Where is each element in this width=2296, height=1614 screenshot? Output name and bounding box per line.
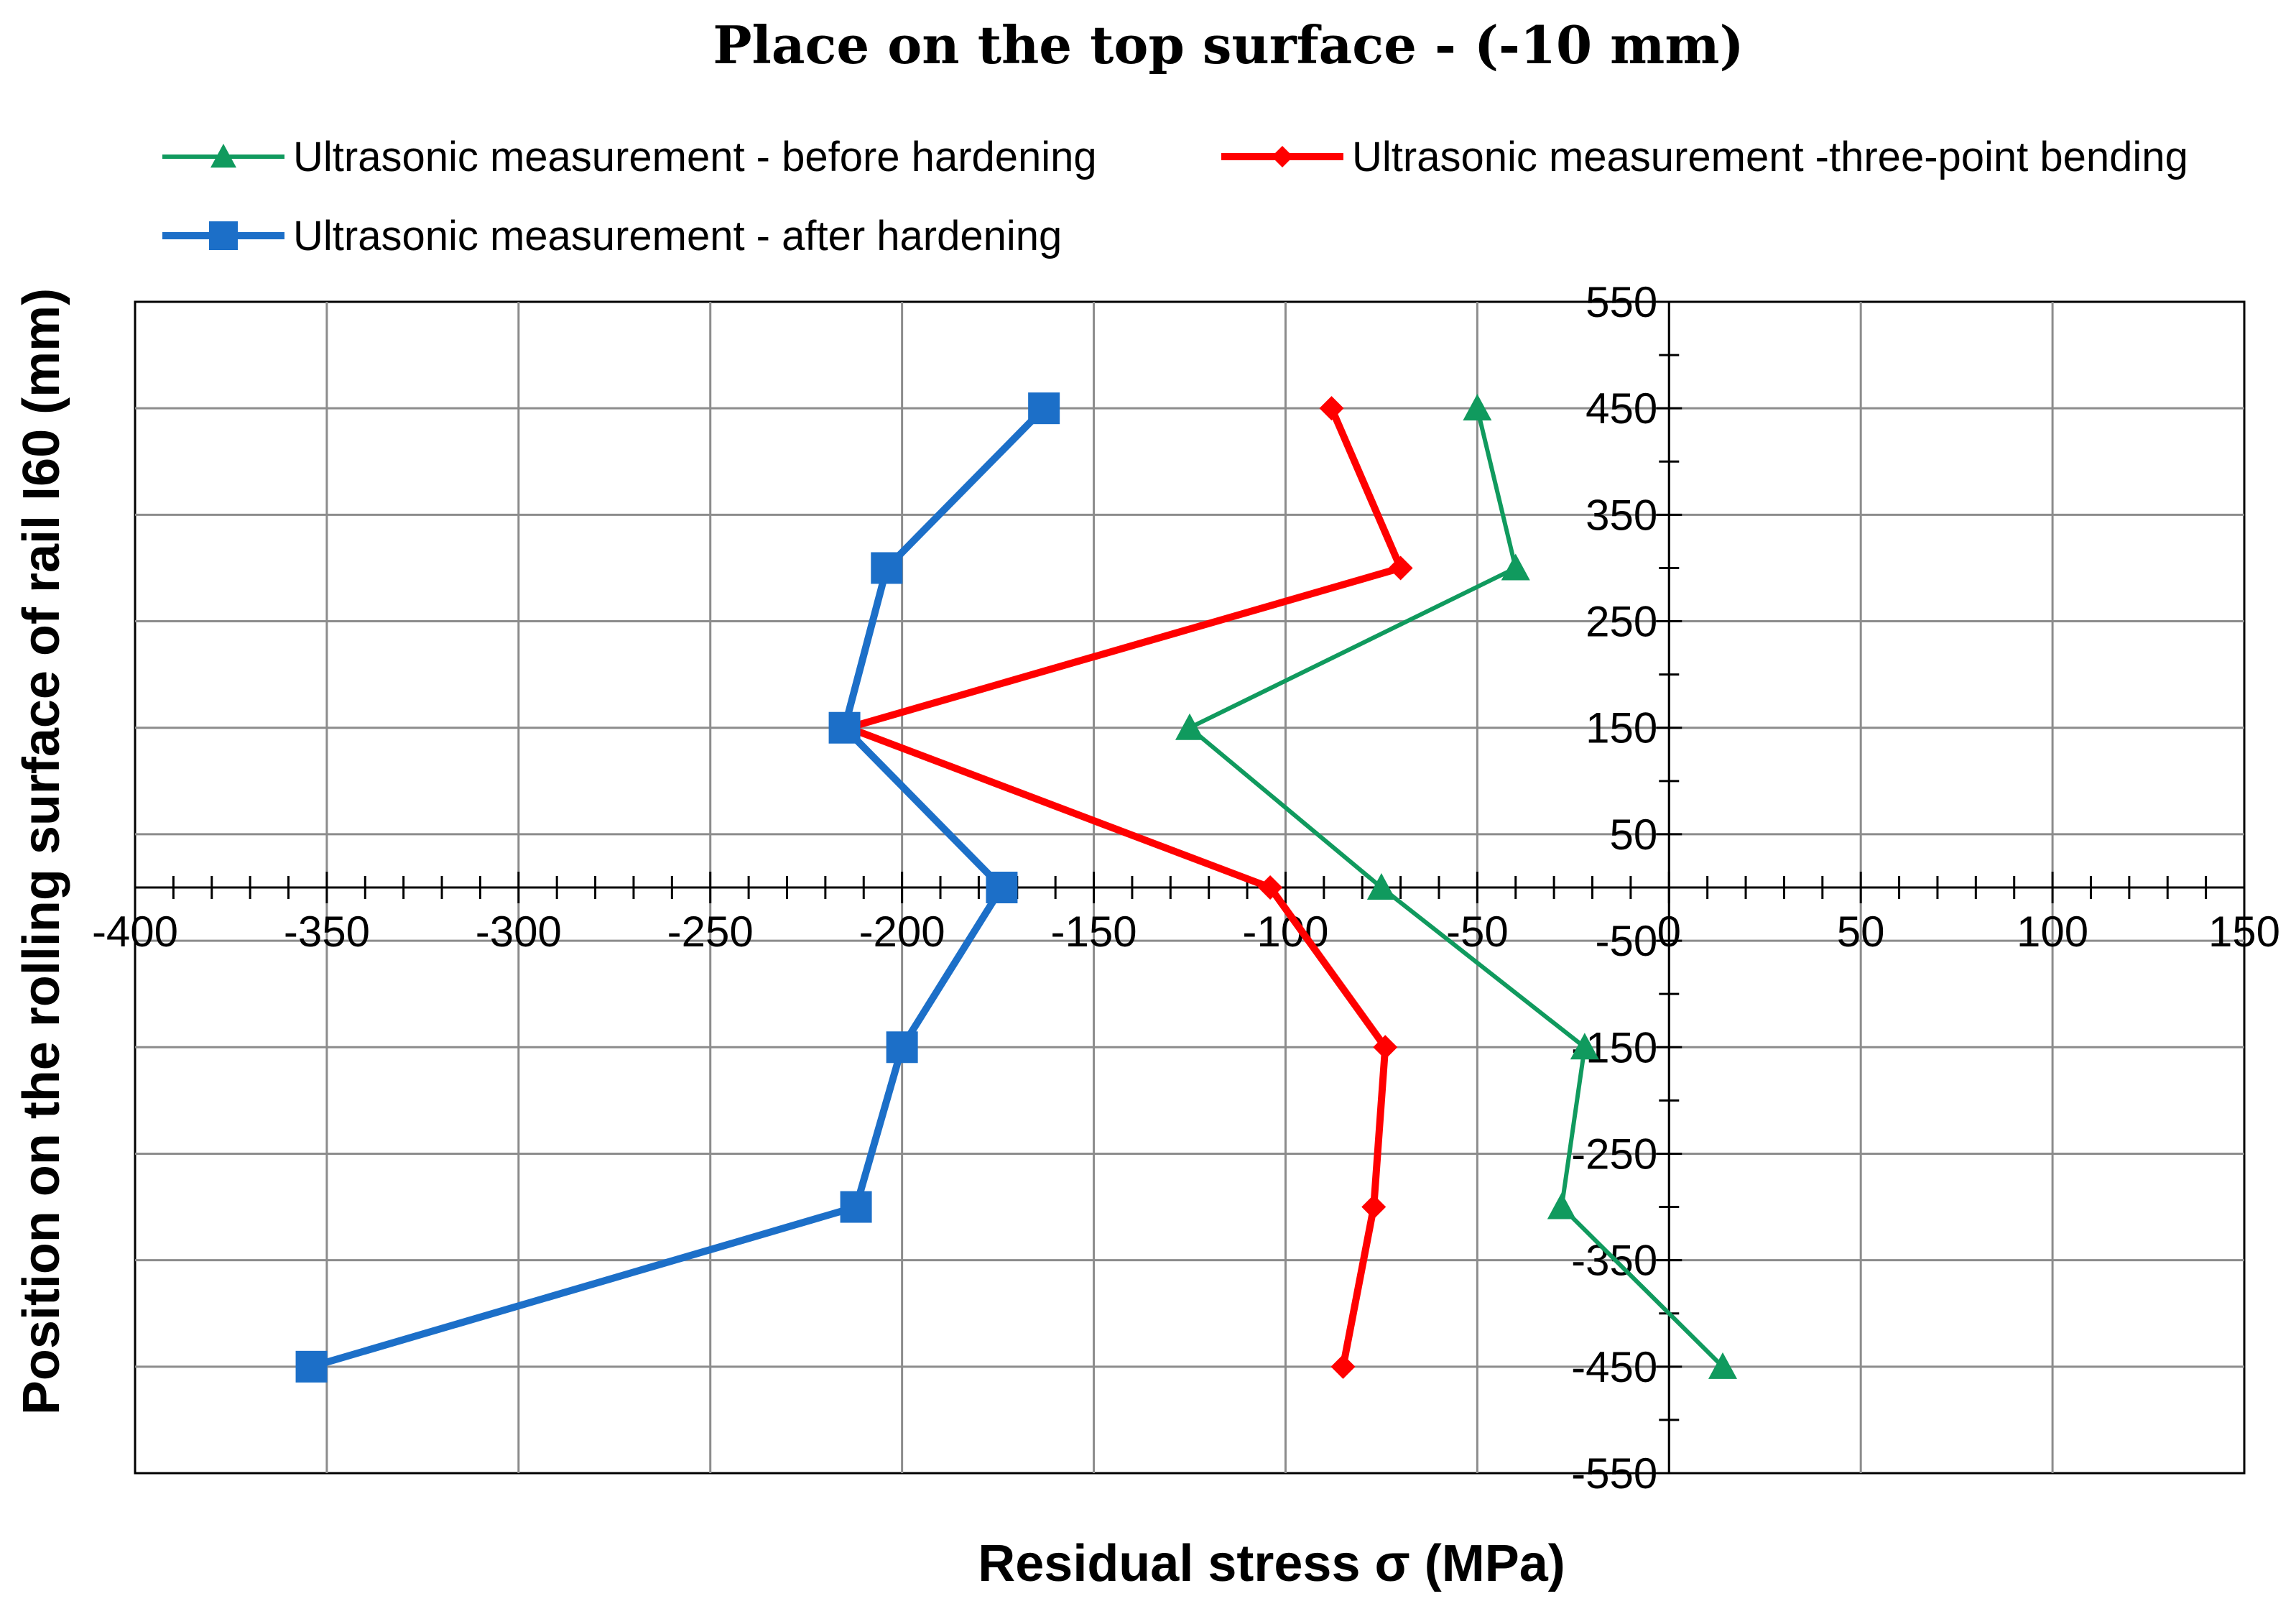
- y-tick-label: 150: [1586, 704, 1657, 752]
- series-group: [295, 392, 1738, 1383]
- y-tick-label: -250: [1571, 1130, 1657, 1178]
- x-axis-title: Residual stress σ (MPa): [978, 1535, 1565, 1592]
- data-point-after-hardening: [828, 711, 861, 744]
- x-tick-label: -350: [284, 908, 370, 956]
- x-tick-label: -200: [859, 908, 945, 956]
- data-point-before-hardening: [1501, 553, 1530, 581]
- legend-item-after-hardening: Ultrasonic measurement - after hardening: [162, 213, 1062, 259]
- data-point-three-point-bending: [1319, 396, 1344, 421]
- chart-title: Place on the top surface - (-10 mm): [713, 14, 1744, 75]
- plot-area: -400 -350 -300 -250 -200 -150 -100 -50 0 50 100 150…: [92, 278, 2280, 1498]
- data-point-three-point-bending: [1330, 1354, 1356, 1379]
- data-point-before-hardening: [1175, 713, 1204, 740]
- x-tick-label: 50: [1837, 908, 1885, 956]
- data-point-before-hardening: [1547, 1192, 1576, 1219]
- y-axis-title: Position on the rolling surface of rail …: [13, 288, 70, 1415]
- x-tick-label: -250: [667, 908, 754, 956]
- x-tick-label: -50: [1446, 908, 1509, 956]
- legend-label-before-hardening: Ultrasonic measurement - before hardenin…: [293, 134, 1097, 180]
- data-point-after-hardening: [295, 1350, 328, 1383]
- y-tick-label: 50: [1610, 811, 1658, 859]
- y-tick-label: 450: [1586, 384, 1657, 433]
- data-point-before-hardening: [1366, 873, 1396, 900]
- x-tick-label: -400: [92, 908, 178, 956]
- series-after-hardening: [295, 392, 1060, 1383]
- data-point-after-hardening: [871, 552, 903, 584]
- data-point-after-hardening: [1028, 392, 1060, 425]
- data-point-three-point-bending: [1258, 875, 1283, 900]
- y-tick-label: -450: [1571, 1343, 1657, 1391]
- series-before-hardening: [1175, 394, 1738, 1379]
- data-point-before-hardening: [1708, 1352, 1738, 1379]
- x-tick-label: 100: [2017, 908, 2088, 956]
- x-tick-label: 150: [2208, 908, 2280, 956]
- y-tick-label: -50: [1596, 917, 1658, 965]
- legend-marker-after-hardening: [209, 221, 238, 250]
- y-tick-label: -550: [1571, 1449, 1657, 1498]
- data-point-before-hardening: [1463, 394, 1492, 421]
- legend-label-after-hardening: Ultrasonic measurement - after hardening: [293, 213, 1062, 259]
- legend-item-before-hardening: Ultrasonic measurement - before hardenin…: [162, 134, 1097, 180]
- data-point-before-hardening: [1570, 1033, 1599, 1060]
- legend-marker-before-hardening: [210, 144, 236, 168]
- data-point-after-hardening: [840, 1191, 872, 1223]
- data-point-three-point-bending: [1388, 555, 1413, 581]
- legend-marker-three-point-bending: [1272, 146, 1293, 167]
- data-point-after-hardening: [986, 872, 1018, 903]
- data-point-three-point-bending: [1361, 1194, 1387, 1219]
- y-tick-label: 350: [1586, 491, 1657, 539]
- x-tick-label: -300: [476, 908, 562, 956]
- y-tick-label: 250: [1586, 598, 1657, 646]
- legend-label-three-point-bending: Ultrasonic measurement -three-point bend…: [1352, 134, 2188, 180]
- axes: [134, 300, 2246, 1475]
- data-point-three-point-bending: [1373, 1035, 1398, 1060]
- x-tick-label: -150: [1050, 908, 1137, 956]
- data-point-after-hardening: [886, 1031, 918, 1064]
- y-tick-label: 550: [1586, 278, 1657, 326]
- legend-item-three-point-bending: Ultrasonic measurement -three-point bend…: [1221, 134, 2188, 180]
- tick-labels: -400 -350 -300 -250 -200 -150 -100 -50 0 50 100 150…: [92, 278, 2280, 1498]
- x-tick-label: 0: [1657, 908, 1681, 956]
- legend: Ultrasonic measurement - before hardenin…: [162, 134, 2188, 259]
